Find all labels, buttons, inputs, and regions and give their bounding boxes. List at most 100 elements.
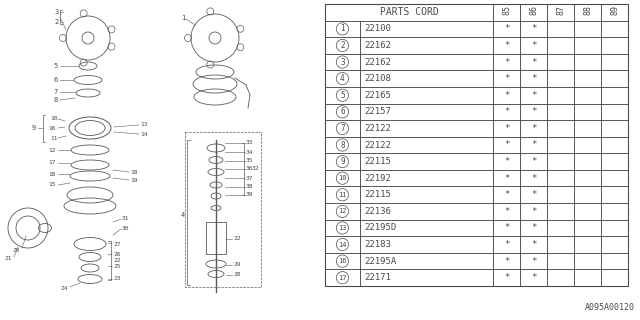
Bar	[601, 20, 628, 37]
Bar	[493, 203, 520, 220]
Text: 21: 21	[4, 255, 12, 260]
Bar	[520, 104, 547, 120]
Text: *: *	[531, 273, 536, 282]
Text: *: *	[531, 257, 536, 266]
Bar	[520, 153, 547, 170]
Bar	[574, 37, 601, 54]
Text: 6: 6	[54, 77, 58, 83]
Bar	[325, 4, 628, 286]
Text: 8: 8	[340, 140, 345, 149]
Text: 10: 10	[338, 175, 347, 181]
Text: *: *	[531, 41, 536, 50]
Bar	[520, 137, 547, 153]
Bar	[547, 253, 574, 269]
Bar	[360, 104, 493, 120]
Bar	[360, 220, 493, 236]
Text: 4: 4	[340, 74, 345, 83]
Bar	[493, 269, 520, 286]
Text: 32: 32	[252, 166, 259, 172]
Bar	[547, 269, 574, 286]
Bar	[520, 269, 547, 286]
Text: 39: 39	[246, 193, 253, 197]
Text: 16: 16	[338, 258, 347, 264]
Text: *: *	[504, 24, 509, 33]
Bar	[360, 170, 493, 187]
Text: *: *	[531, 223, 536, 232]
Text: 22: 22	[113, 259, 120, 263]
Bar	[520, 203, 547, 220]
Text: 36: 36	[246, 166, 253, 172]
Bar	[574, 220, 601, 236]
Bar	[547, 153, 574, 170]
Text: *: *	[531, 157, 536, 166]
Bar	[574, 20, 601, 37]
Text: *: *	[504, 240, 509, 249]
Bar	[601, 253, 628, 269]
Bar	[601, 187, 628, 203]
Bar	[520, 4, 547, 20]
Bar	[360, 54, 493, 70]
Text: 89: 89	[610, 5, 619, 15]
Text: 2: 2	[340, 41, 345, 50]
Text: *: *	[531, 124, 536, 133]
Text: 1: 1	[181, 15, 185, 21]
Bar	[520, 170, 547, 187]
Bar	[574, 54, 601, 70]
Text: *: *	[531, 190, 536, 199]
Text: 87: 87	[556, 5, 565, 15]
Text: 22: 22	[233, 236, 241, 241]
Bar	[360, 236, 493, 253]
Text: 10: 10	[51, 116, 58, 122]
Bar	[325, 269, 360, 286]
Text: 17: 17	[48, 161, 56, 165]
Text: *: *	[504, 58, 509, 67]
Text: *: *	[504, 91, 509, 100]
Bar	[493, 137, 520, 153]
Bar	[360, 137, 493, 153]
Text: 13: 13	[140, 123, 147, 127]
Bar	[360, 203, 493, 220]
Bar	[547, 236, 574, 253]
Bar	[493, 87, 520, 104]
Bar	[547, 187, 574, 203]
Text: 6: 6	[340, 107, 345, 116]
Bar	[325, 236, 360, 253]
Bar	[493, 37, 520, 54]
Bar	[325, 104, 360, 120]
Text: 2: 2	[55, 19, 59, 25]
Text: 26: 26	[113, 252, 120, 257]
Bar	[520, 87, 547, 104]
Bar	[325, 170, 360, 187]
Bar	[325, 187, 360, 203]
Bar	[601, 54, 628, 70]
Bar	[325, 220, 360, 236]
Text: 9: 9	[340, 157, 345, 166]
Text: 11: 11	[338, 192, 347, 198]
Bar	[601, 137, 628, 153]
Text: 25: 25	[113, 263, 120, 268]
Text: 22100: 22100	[364, 24, 390, 33]
Bar	[325, 4, 493, 20]
Bar	[493, 120, 520, 137]
Bar	[520, 120, 547, 137]
Bar	[493, 153, 520, 170]
Text: 22171: 22171	[364, 273, 390, 282]
Text: 22162: 22162	[364, 41, 390, 50]
Bar	[547, 87, 574, 104]
Text: 14: 14	[140, 132, 147, 137]
Bar	[206, 222, 226, 254]
Text: 23: 23	[113, 276, 120, 282]
Bar	[325, 153, 360, 170]
Bar	[360, 269, 493, 286]
Bar	[547, 120, 574, 137]
Bar	[520, 187, 547, 203]
Text: *: *	[531, 91, 536, 100]
Bar	[547, 37, 574, 54]
Text: 18: 18	[48, 172, 56, 177]
Bar	[493, 54, 520, 70]
Bar	[360, 253, 493, 269]
Bar	[574, 203, 601, 220]
Bar	[520, 236, 547, 253]
Bar	[574, 170, 601, 187]
Text: 22122: 22122	[364, 140, 390, 149]
